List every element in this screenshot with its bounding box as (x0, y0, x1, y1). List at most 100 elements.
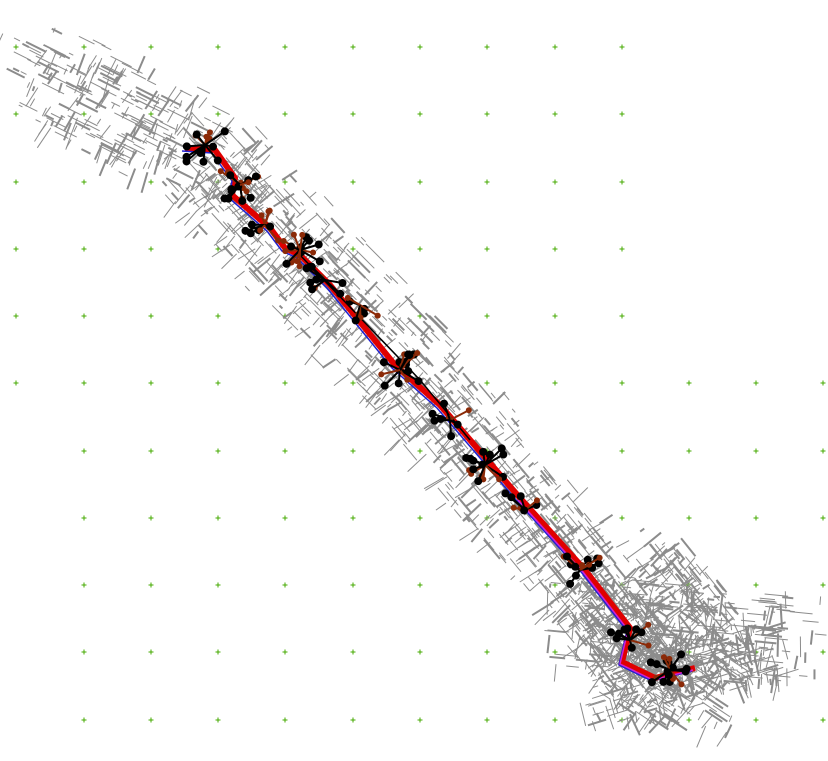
street-segment (651, 563, 660, 574)
street-segment (495, 432, 505, 438)
street-segment (641, 697, 648, 707)
street-segment (617, 679, 626, 683)
street-segment (546, 634, 551, 654)
street-segment (579, 702, 587, 726)
street-segment (347, 369, 362, 384)
street-segment (264, 144, 270, 150)
street-segment (488, 518, 500, 529)
street-segment (586, 526, 601, 543)
street-segment (200, 189, 212, 200)
node-black (507, 493, 526, 511)
street-segment (633, 694, 641, 698)
street-segment (592, 685, 599, 689)
street-segment (544, 493, 561, 513)
street-segment (26, 82, 31, 88)
grid-marker (13, 313, 19, 319)
street-segment (161, 180, 168, 187)
street-segment (742, 612, 745, 633)
street-segment (455, 439, 463, 447)
street-segment (330, 217, 346, 234)
street-segment (183, 210, 197, 226)
street-segment (274, 195, 289, 211)
street-segment (58, 102, 71, 111)
street-segment (589, 638, 592, 654)
street-segment (819, 596, 822, 605)
street-segment (85, 97, 107, 110)
street-segment (667, 568, 678, 581)
street-segment (183, 115, 193, 139)
street-segment (100, 64, 123, 78)
street-segment (658, 596, 665, 598)
grid-marker (81, 313, 87, 319)
street-segment (765, 605, 780, 609)
street-segment (624, 607, 642, 611)
street-segment (20, 71, 27, 75)
street-segment (573, 506, 583, 518)
street-segment (685, 599, 697, 613)
street-segment (714, 679, 722, 692)
street-segment (335, 270, 340, 275)
street-segment (569, 541, 584, 558)
street-segment (650, 553, 658, 561)
street-segment (585, 703, 591, 706)
street-segment (668, 581, 691, 597)
street-segment (549, 538, 563, 555)
street-segment (506, 422, 523, 442)
street-segment (589, 699, 605, 706)
street-segment (234, 270, 245, 280)
street-segment (697, 710, 705, 721)
street-segment (254, 189, 263, 199)
street-segment (451, 438, 467, 457)
street-segment (121, 89, 133, 104)
street-segment (209, 122, 222, 139)
node-black (302, 264, 326, 281)
node-brown (449, 407, 472, 421)
grid-marker (350, 649, 356, 655)
street-segment (590, 535, 608, 557)
street-segment (679, 585, 691, 594)
street-segment (345, 252, 360, 267)
street-segment (623, 567, 637, 581)
street-segment (707, 585, 720, 601)
street-segment (312, 317, 320, 326)
street-segment (43, 44, 67, 57)
grid-marker (282, 44, 288, 50)
street-segment (639, 694, 644, 701)
street-segment (513, 419, 520, 425)
node-black (306, 278, 326, 287)
street-segment (47, 72, 53, 80)
street-segment (721, 657, 733, 679)
street-segment (428, 378, 444, 393)
street-segment (164, 194, 175, 205)
street-segment (227, 205, 245, 225)
street-segment (504, 429, 520, 442)
street-segment (432, 391, 438, 399)
street-segment (519, 531, 525, 537)
street-segment (155, 151, 164, 162)
street-segment (430, 384, 438, 394)
street-segment (734, 681, 746, 704)
street-segment (438, 443, 458, 455)
street-segment (580, 618, 585, 625)
grid-marker (417, 448, 423, 454)
street-segment (721, 681, 728, 688)
street-segment (661, 542, 666, 546)
street-segment (592, 711, 605, 716)
street-segment (677, 660, 698, 669)
grid-marker (753, 448, 759, 454)
street-segment (251, 164, 261, 174)
street-segment (698, 644, 706, 648)
street-segment (388, 309, 397, 318)
street-segment (424, 381, 431, 386)
street-segment (701, 605, 718, 609)
node-black (182, 144, 206, 166)
street-segment (96, 118, 102, 125)
street-segment (680, 626, 691, 629)
street-segment (197, 224, 208, 236)
street-segment (176, 126, 185, 136)
street-segment (391, 426, 408, 445)
node-brown (290, 231, 301, 251)
street-segment (275, 188, 293, 207)
street-segment (730, 623, 733, 631)
